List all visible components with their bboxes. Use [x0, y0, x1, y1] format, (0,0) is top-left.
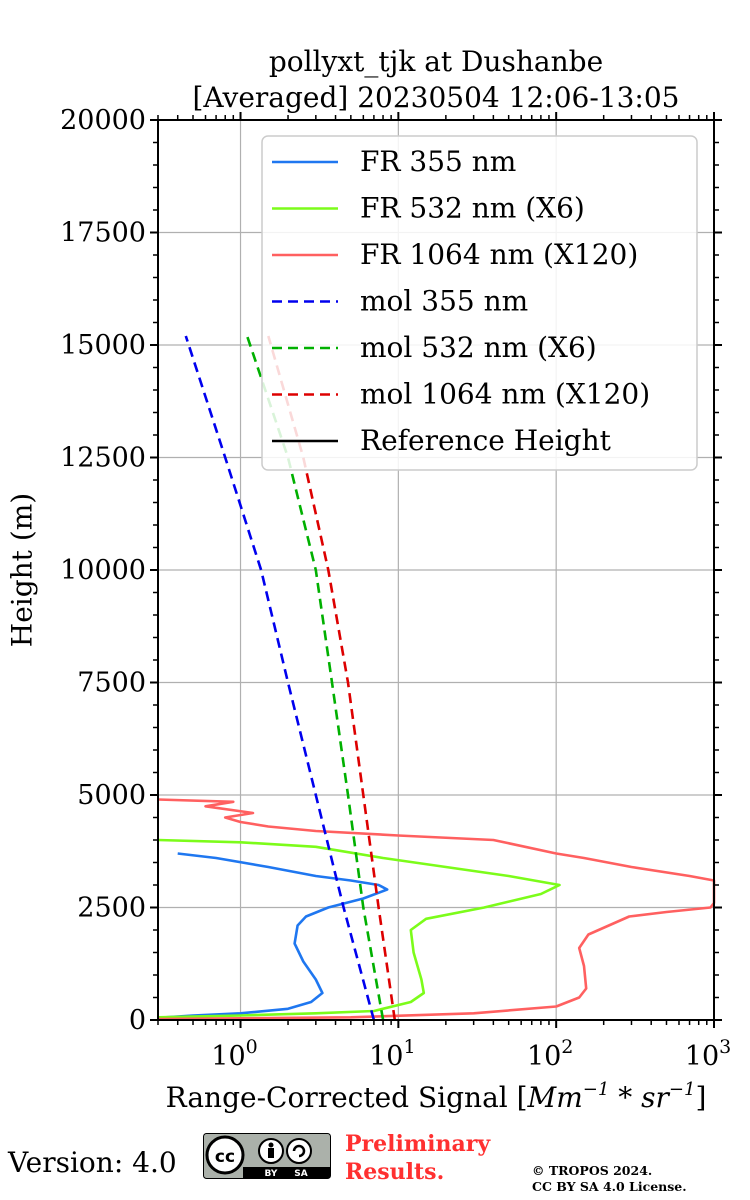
- series-line-4: [245, 335, 385, 1021]
- lidar-profile-chart: pollyxt_tjk at Dushanbe [Averaged] 20230…: [6, 45, 732, 1114]
- version-label: Version: 4.0: [8, 1146, 177, 1179]
- copyright-line1: © TROPOS 2024.: [532, 1163, 653, 1178]
- y-tick-label: 15000: [60, 330, 146, 361]
- x-axis-label-sup2: −1: [669, 1079, 696, 1100]
- legend-label-1: FR 532 nm (X6): [360, 192, 585, 225]
- x-axis-label: Range-Corrected Signal [Mm−1 * sr−1]: [166, 1079, 707, 1114]
- legend-label-4: mol 532 nm (X6): [360, 331, 597, 364]
- chart-title-line2: [Averaged] 20230504 12:06-13:05: [193, 81, 680, 114]
- series-line-5: [267, 335, 397, 1021]
- y-axis-label: Height (m): [6, 493, 39, 647]
- x-tick-label: 101: [369, 1036, 415, 1072]
- cc-by-sa-badge-icon: cc BY SA: [203, 1133, 331, 1179]
- preliminary-line2: Results.: [345, 1159, 445, 1185]
- legend-box: [261, 135, 698, 471]
- x-tick-label: 102: [527, 1036, 573, 1072]
- cc-circle-icon: [205, 1135, 245, 1175]
- legend-label-0: FR 355 nm: [360, 145, 516, 178]
- sa-share-icon: [286, 1138, 312, 1164]
- y-tick-labels: 0 2500 5000 7500 10000 12500 15000 17500 20000: [60, 105, 146, 1036]
- y-tick-label: 7500: [77, 668, 146, 699]
- y-tick-label: 17500: [60, 218, 146, 249]
- copyright-notice: © TROPOS 2024. CC BY SA 4.0 License.: [532, 1163, 687, 1195]
- x-axis-label-units: Mm: [527, 1081, 583, 1114]
- preliminary-notice: Preliminary Results.: [345, 1130, 490, 1186]
- series-line-1: [157, 838, 561, 1019]
- x-axis-label-main: Range-Corrected Signal [: [166, 1081, 528, 1114]
- x-axis-label-mid: * sr: [609, 1081, 670, 1114]
- series-line-0: [157, 852, 389, 1020]
- copyright-line2: CC BY SA 4.0 License.: [532, 1179, 687, 1194]
- series-line-2: [157, 798, 716, 1021]
- y-tick-label: 12500: [60, 443, 146, 474]
- cc-text: cc: [215, 1147, 235, 1167]
- axis-ticks: [150, 112, 722, 1028]
- legend-label-3: mol 355 nm: [360, 285, 528, 318]
- x-tick-label: 100: [211, 1036, 257, 1072]
- x-tick-label: 103: [685, 1036, 731, 1072]
- legend: FR 355 nm FR 532 nm (X6) FR 1064 nm (X120)…: [261, 135, 698, 471]
- x-tick-labels: 100 101 102 103: [211, 1036, 731, 1072]
- y-tick-label: 20000: [60, 105, 146, 136]
- sa-text: SA: [294, 1169, 307, 1179]
- y-tick-label: 5000: [77, 780, 146, 811]
- legend-label-6: Reference Height: [360, 424, 612, 457]
- series-line-3: [184, 335, 376, 1021]
- x-axis-label-end: ]: [695, 1081, 706, 1114]
- y-tick-label: 10000: [60, 555, 146, 586]
- y-tick-label: 2500: [77, 893, 146, 924]
- legend-label-2: FR 1064 nm (X120): [360, 238, 638, 271]
- x-axis-label-sup1: −1: [583, 1079, 610, 1100]
- y-tick-label: 0: [129, 1005, 146, 1036]
- chart-title-line1: pollyxt_tjk at Dushanbe: [269, 45, 603, 78]
- preliminary-line1: Preliminary: [345, 1131, 491, 1157]
- by-text: BY: [265, 1169, 278, 1179]
- legend-label-5: mol 1064 nm (X120): [360, 378, 650, 411]
